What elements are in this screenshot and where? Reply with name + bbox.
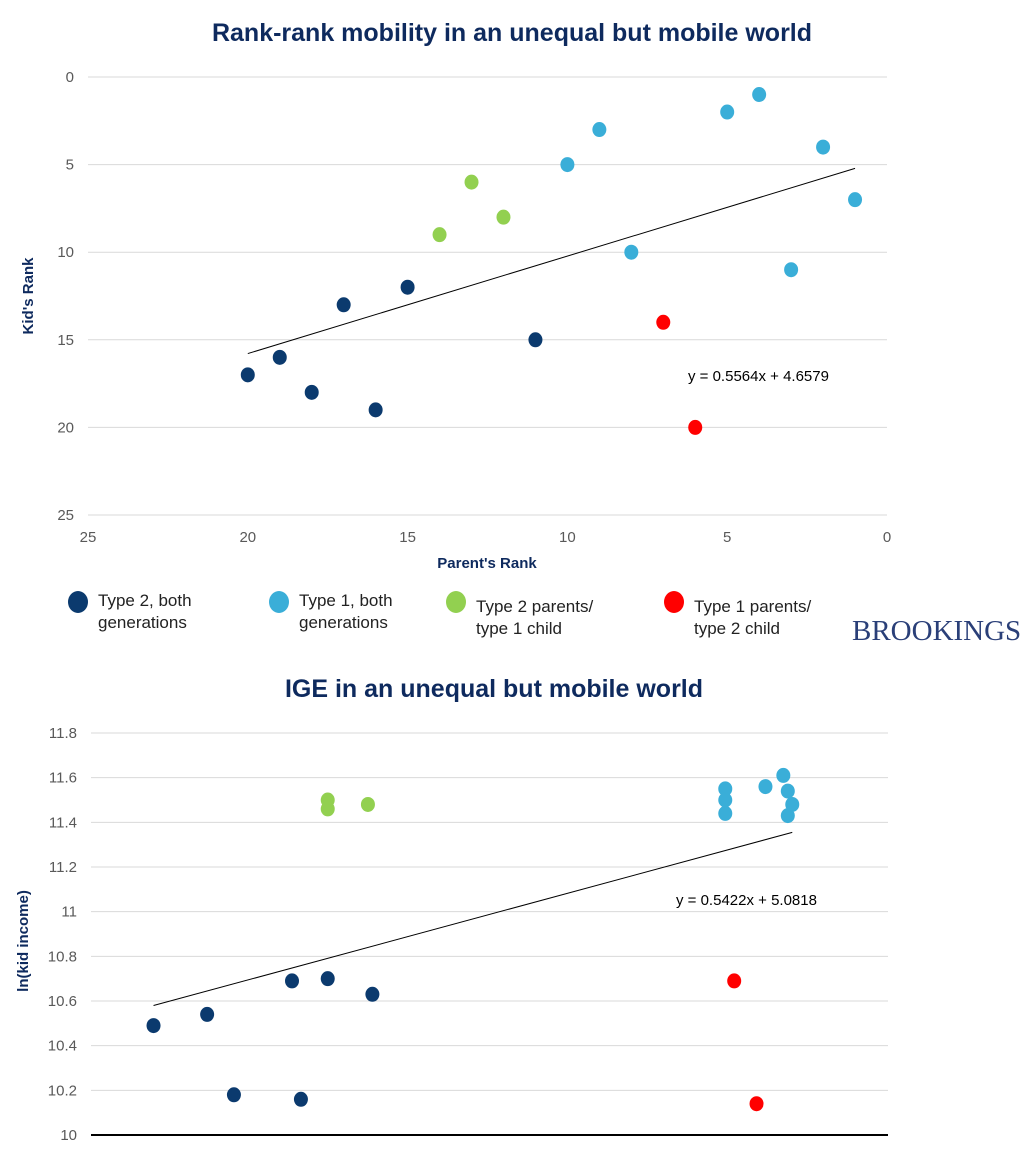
legend-label: generations <box>299 613 388 632</box>
data-point <box>718 792 733 808</box>
data-point <box>848 192 863 208</box>
data-point <box>780 808 795 824</box>
data-point <box>749 1096 764 1112</box>
trendline-equation: y = 0.5564x + 4.6579 <box>688 368 829 385</box>
data-point <box>320 971 335 987</box>
x-tick-label: 11.2 <box>613 1150 641 1152</box>
data-point <box>365 986 380 1002</box>
data-point <box>624 244 639 260</box>
data-point <box>272 349 287 365</box>
trendline-equation: y = 0.5422x + 5.0818 <box>676 892 817 909</box>
y-tick-label: 10.8 <box>48 948 77 965</box>
x-tick-label: 11.8 <box>881 1150 909 1152</box>
x-tick-label: 5 <box>723 529 731 546</box>
trendline <box>247 167 856 355</box>
data-point <box>720 104 735 120</box>
data-point <box>496 209 511 225</box>
x-tick-label: 0 <box>883 529 891 546</box>
x-axis-label: Parent's Rank <box>437 555 537 572</box>
data-point <box>752 87 767 103</box>
data-point <box>776 767 791 783</box>
data-point <box>718 781 733 797</box>
y-tick-label: 10.4 <box>48 1038 77 1055</box>
data-point <box>464 174 479 190</box>
y-tick-label: 11.8 <box>49 725 77 742</box>
x-tick-label: 10 <box>83 1150 100 1152</box>
x-tick-label: 10.2 <box>166 1150 195 1152</box>
data-point <box>592 122 607 138</box>
legend-label: Type 1, both <box>299 591 393 610</box>
legend-marker <box>664 591 684 613</box>
y-tick-label: 25 <box>57 507 74 524</box>
legend-label: type 1 child <box>476 619 562 638</box>
y-tick-label: 15 <box>57 332 74 349</box>
legend-label: generations <box>98 613 187 632</box>
y-axis-label: Kid's Rank <box>20 257 37 335</box>
chart-title: IGE in an unequal but mobile world <box>285 675 703 703</box>
trendline <box>153 831 793 1007</box>
data-point <box>240 367 255 383</box>
x-tick-label: 25 <box>80 529 97 546</box>
legend-marker <box>269 591 289 613</box>
data-point <box>360 796 375 812</box>
y-tick-label: 11 <box>61 904 77 921</box>
legend-label: type 2 child <box>694 619 780 638</box>
data-point <box>560 157 575 173</box>
data-point <box>200 1006 215 1022</box>
data-point <box>146 1018 161 1034</box>
data-point <box>784 262 799 278</box>
data-point <box>727 973 742 989</box>
data-point <box>656 314 671 330</box>
x-tick-label: 10.6 <box>344 1150 373 1152</box>
x-tick-label: 20 <box>239 529 256 546</box>
legend-marker <box>68 591 88 613</box>
x-tick-label: 10.4 <box>255 1150 284 1152</box>
y-tick-label: 10.2 <box>48 1082 77 1099</box>
x-tick-label: 10.8 <box>434 1150 463 1152</box>
y-tick-label: 10.6 <box>48 993 77 1010</box>
data-point <box>226 1087 241 1103</box>
data-point <box>816 139 831 155</box>
x-tick-label: 11 <box>530 1150 546 1152</box>
data-point <box>293 1091 308 1107</box>
data-point <box>432 227 447 243</box>
data-point <box>718 805 733 821</box>
y-tick-label: 5 <box>66 157 74 174</box>
data-point <box>304 384 319 400</box>
ige-chart: IGE in an unequal but mobile world ln(ki… <box>15 675 909 1152</box>
data-point <box>285 973 299 989</box>
data-point <box>336 297 351 313</box>
brookings-logo: BROOKINGS <box>852 615 1021 647</box>
x-tick-label: 15 <box>399 529 416 546</box>
data-point <box>528 332 543 348</box>
legend: Type 2, both generations Type 1, both gener… <box>68 591 811 638</box>
y-axis-label: ln(kid income) <box>15 890 32 992</box>
data-point <box>400 279 415 295</box>
y-tick-label: 0 <box>66 69 74 86</box>
y-tick-label: 20 <box>57 419 74 436</box>
legend-label: Type 2 parents/ <box>476 597 593 616</box>
x-tick-label: 11.6 <box>792 1150 820 1152</box>
y-tick-label: 11.2 <box>49 859 77 876</box>
y-tick-label: 11.4 <box>49 814 77 831</box>
data-point <box>320 801 335 817</box>
chart-title: Rank-rank mobility in an unequal but mob… <box>212 19 812 47</box>
x-tick-label: 11.4 <box>702 1150 730 1152</box>
data-point <box>688 419 703 435</box>
x-tick-label: 10 <box>559 529 576 546</box>
data-point <box>780 783 795 799</box>
data-point <box>368 402 383 418</box>
y-tick-label: 11.6 <box>49 770 77 787</box>
rank-rank-chart: Rank-rank mobility in an unequal but mob… <box>20 19 891 572</box>
y-tick-label: 10 <box>60 1127 77 1144</box>
data-point <box>758 779 773 795</box>
legend-label: Type 2, both <box>98 591 192 610</box>
legend-marker <box>446 591 466 613</box>
y-tick-label: 10 <box>57 244 74 261</box>
legend-label: Type 1 parents/ <box>694 597 811 616</box>
